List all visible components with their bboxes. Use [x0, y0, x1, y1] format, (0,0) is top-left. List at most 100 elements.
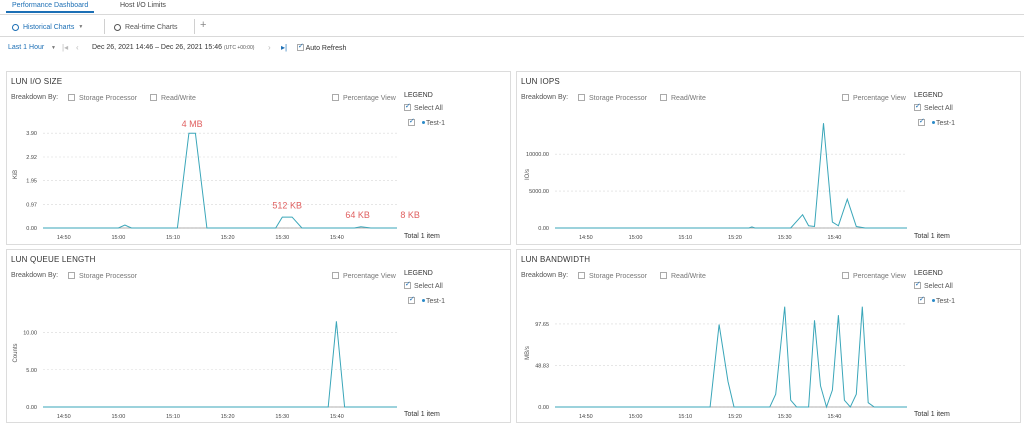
checkbox-icon[interactable] — [660, 272, 667, 279]
time-window-select[interactable]: Last 1 Hour — [8, 44, 45, 51]
line-chart: 97.65 48.83 0.00 MB/s 14:50 15:00 15:10 15:20 15… — [525, 281, 907, 420]
y-tick-label: 0.00 — [538, 226, 549, 232]
tab-host-io-limits[interactable]: Host I/O Limits — [120, 2, 166, 9]
previous-icon[interactable]: ‹ — [76, 43, 79, 52]
x-tick-label: 15:40 — [330, 235, 344, 241]
percentage-view-checkbox[interactable]: Percentage View — [332, 272, 396, 280]
peak-annotation: 4 MB — [182, 119, 203, 129]
chart-panel: LUN IOPS Breakdown By: Storage Processor Re… — [516, 71, 1021, 245]
checkbox-icon[interactable] — [68, 272, 75, 279]
y-tick-label: 0.00 — [26, 226, 37, 232]
storage-processor-checkbox[interactable]: Storage Processor — [578, 94, 647, 102]
checkbox-icon[interactable] — [68, 94, 75, 101]
history-icon — [12, 23, 19, 31]
y-tick-label: 97.65 — [535, 322, 549, 328]
chart-svg: 97.65 48.83 0.00 MB/s 14:50 15:00 15:10 15:20 15… — [525, 306, 907, 420]
percentage-view-checkbox[interactable]: Percentage View — [332, 94, 396, 102]
storage-processor-checkbox[interactable]: Storage Processor — [68, 94, 137, 102]
panel-title: LUN IOPS — [521, 77, 560, 86]
percentage-view-label: Percentage View — [853, 95, 906, 102]
y-tick-label: 5.00 — [26, 368, 37, 374]
x-tick-label: 15:40 — [330, 414, 344, 420]
checkbox-icon[interactable] — [332, 94, 339, 101]
y-tick-label: 0.00 — [26, 405, 37, 411]
checkbox-icon[interactable] — [408, 117, 415, 126]
breakdown-label: Breakdown By: — [521, 94, 569, 101]
auto-refresh-toggle[interactable]: Auto Refresh — [297, 42, 346, 52]
realtime-icon — [114, 23, 121, 31]
read-write-checkbox[interactable]: Read/Write — [150, 94, 196, 102]
add-tab-button[interactable]: + — [200, 19, 207, 31]
x-tick-label: 14:50 — [579, 414, 593, 420]
select-all-label: Select All — [414, 105, 443, 112]
read-write-checkbox[interactable]: Read/Write — [660, 272, 706, 280]
read-write-label: Read/Write — [671, 273, 706, 280]
x-tick-label: 14:50 — [579, 235, 593, 241]
select-all-checkbox[interactable]: Select All — [914, 280, 953, 290]
chevron-down-icon[interactable]: ▼ — [51, 45, 56, 51]
legend-item[interactable]: Test-1 — [918, 295, 955, 305]
y-tick-label: 10000.00 — [526, 152, 549, 158]
breakdown-label: Breakdown By: — [521, 272, 569, 279]
select-all-checkbox[interactable]: Select All — [404, 280, 443, 290]
checkbox-icon[interactable] — [842, 94, 849, 101]
x-tick-label: 15:20 — [221, 235, 235, 241]
x-tick-label: 15:20 — [221, 414, 235, 420]
tab-performance-dashboard[interactable]: Performance Dashboard — [5, 2, 95, 13]
select-all-checkbox[interactable]: Select All — [914, 102, 953, 112]
legend-item[interactable]: Test-1 — [408, 295, 445, 305]
checkbox-icon[interactable] — [578, 94, 585, 101]
checkbox-icon[interactable] — [404, 102, 411, 111]
tab-historical-charts[interactable]: Historical Charts ▼ — [12, 20, 83, 34]
checkbox-icon[interactable] — [404, 280, 411, 289]
line-chart: 10.00 5.00 0.00 Counts 14:50 15:00 15:10 15:20 1… — [13, 281, 397, 420]
select-all-label: Select All — [924, 105, 953, 112]
breakdown-label: Breakdown By: — [11, 272, 59, 279]
checkbox-icon[interactable] — [578, 272, 585, 279]
x-tick-label: 15:00 — [629, 414, 643, 420]
checkbox-icon[interactable] — [150, 94, 157, 101]
range-end: Dec 26, 2021 15:46 — [160, 44, 223, 51]
breakdown-label: Breakdown By: — [11, 94, 59, 101]
line-chart: 3.90 2.92 1.95 0.97 0.00 KiB 14:50 15:00 15:10 15… — [13, 103, 420, 241]
total-items: Total 1 item — [914, 233, 950, 240]
checkbox-icon[interactable] — [918, 295, 925, 304]
legend-item-label: Test-1 — [936, 120, 956, 127]
first-page-icon[interactable]: |◂ — [62, 43, 69, 52]
percentage-view-label: Percentage View — [853, 273, 906, 280]
storage-processor-checkbox[interactable]: Storage Processor — [68, 272, 137, 280]
read-write-label: Read/Write — [671, 95, 706, 102]
select-all-checkbox[interactable]: Select All — [404, 102, 443, 112]
checkbox-icon[interactable] — [914, 102, 921, 111]
y-tick-label: 48.83 — [535, 363, 549, 369]
x-tick-label: 15:10 — [678, 235, 692, 241]
tab-historical-charts-label: Historical Charts — [23, 23, 75, 31]
x-tick-label: 15:10 — [678, 414, 692, 420]
chevron-down-icon[interactable]: ▼ — [78, 24, 84, 30]
checkbox-icon[interactable] — [660, 94, 667, 101]
tab-divider — [104, 19, 105, 34]
line-chart: 10000.00 5000.00 0.00 IO/s 14:50 15:00 15:10 15… — [525, 103, 907, 241]
top-tab-bar: Performance Dashboard Host I/O Limits — [0, 0, 1024, 15]
range-separator: – — [155, 44, 159, 51]
series-line — [555, 123, 907, 229]
percentage-view-checkbox[interactable]: Percentage View — [842, 94, 906, 102]
checkbox-icon[interactable] — [914, 280, 921, 289]
percentage-view-checkbox[interactable]: Percentage View — [842, 272, 906, 280]
last-page-icon[interactable]: ▸| — [281, 43, 288, 52]
tab-realtime-charts[interactable]: Real-time Charts — [114, 20, 178, 34]
read-write-checkbox[interactable]: Read/Write — [660, 94, 706, 102]
legend-item[interactable]: Test-1 — [408, 117, 445, 127]
checkbox-icon[interactable] — [408, 295, 415, 304]
total-items: Total 1 item — [404, 411, 440, 418]
checkbox-icon[interactable] — [842, 272, 849, 279]
legend-item[interactable]: Test-1 — [918, 117, 956, 127]
checkbox-icon[interactable] — [297, 42, 304, 51]
checkbox-icon[interactable] — [918, 117, 925, 126]
checkbox-icon[interactable] — [332, 272, 339, 279]
panel-title: LUN I/O SIZE — [11, 77, 63, 86]
storage-processor-checkbox[interactable]: Storage Processor — [578, 272, 647, 280]
next-icon[interactable]: › — [268, 43, 271, 52]
chart-panel: LUN QUEUE LENGTH Breakdown By: Storage Pro… — [6, 249, 511, 423]
legend-title: LEGEND — [404, 270, 433, 277]
